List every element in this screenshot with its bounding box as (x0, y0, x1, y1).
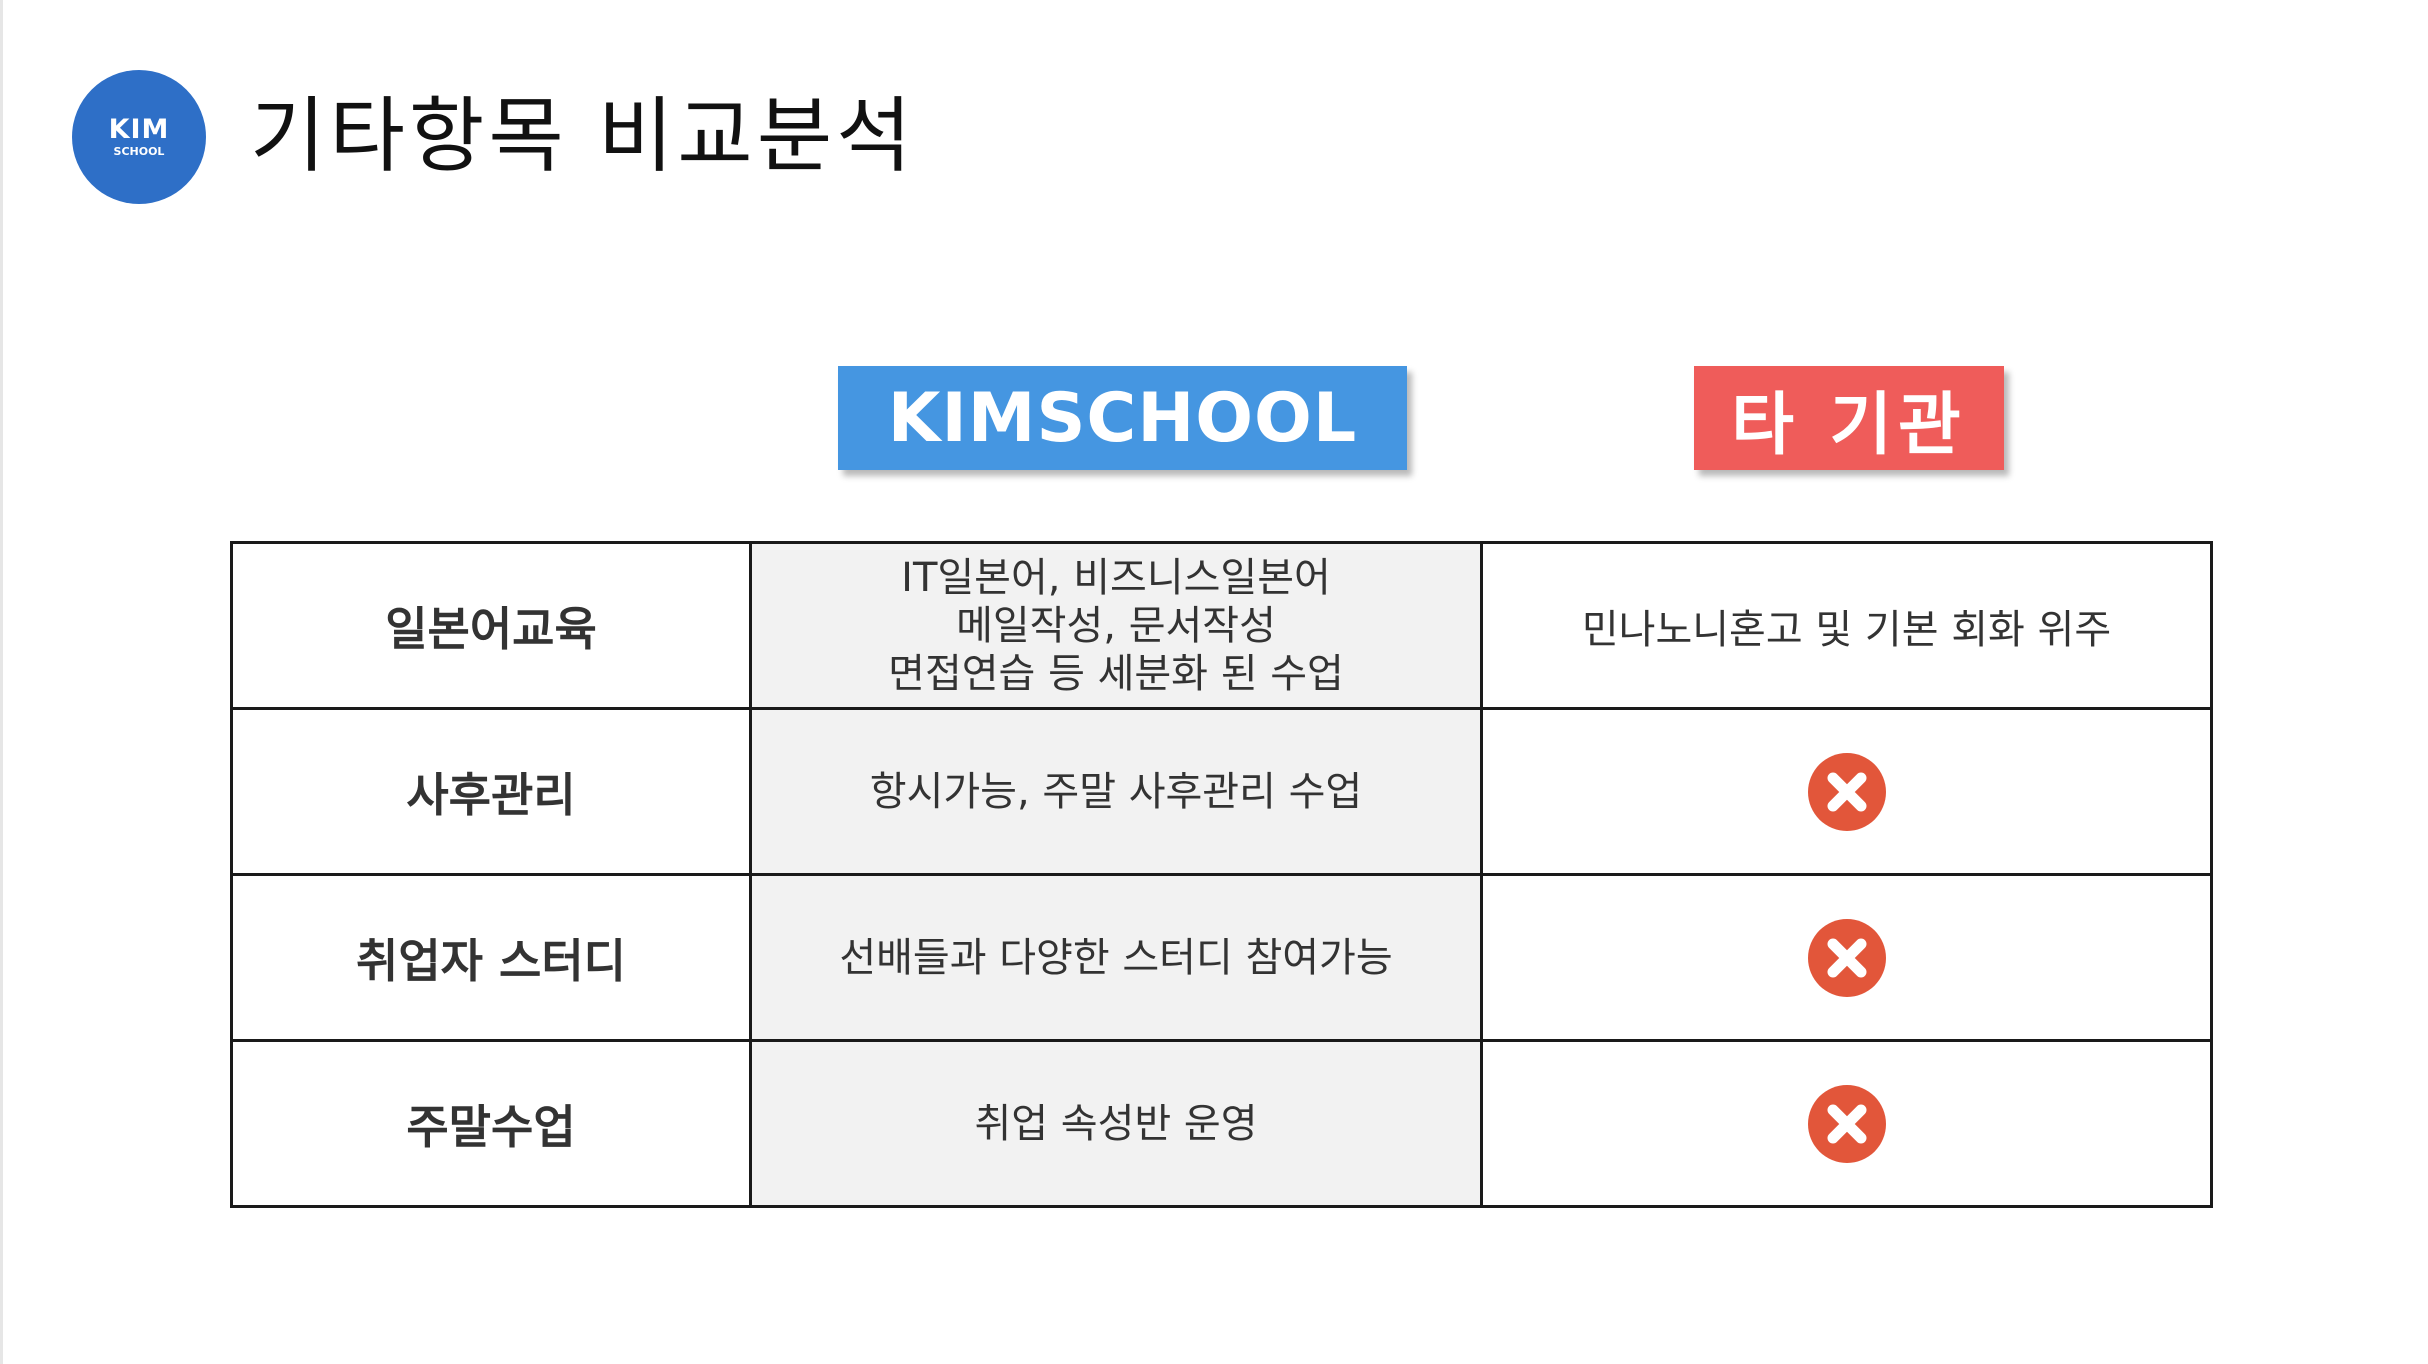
row-label: 일본어교육 (230, 541, 752, 710)
other-institution-cell (1480, 707, 2213, 876)
kimschool-cell: 선배들과 다양한 스터디 참여가능 (749, 873, 1483, 1042)
kimschool-cell-line: 면접연습 등 세분화 된 수업 (888, 650, 1344, 697)
table-row: 취업자 스터디 선배들과 다양한 스터디 참여가능 (230, 873, 2213, 1042)
kimschool-cell-line: 메일작성, 문서작성 (956, 602, 1276, 649)
kimschool-cell-line: 항시가능, 주말 사후관리 수업 (869, 768, 1363, 815)
x-circle-icon (1807, 1084, 1886, 1163)
x-circle-icon (1807, 752, 1886, 831)
logo-sub-text: SCHOOL (113, 145, 165, 158)
page-title: 기타항목 비교분석 (250, 89, 916, 184)
table-row: 사후관리 항시가능, 주말 사후관리 수업 (230, 707, 2213, 876)
row-label: 사후관리 (230, 707, 752, 876)
left-edge-divider (0, 0, 3, 1364)
kimschool-column-badge: KIMSCHOOL (838, 366, 1407, 470)
kimschool-cell-line: IT일본어, 비즈니스일본어 (901, 554, 1331, 601)
other-institution-column-badge: 타 기관 (1694, 366, 2004, 470)
comparison-table: 일본어교육 IT일본어, 비즈니스일본어 메일작성, 문서작성 면접연습 등 세… (230, 541, 2213, 1208)
other-institution-cell (1480, 1039, 2213, 1208)
other-institution-cell (1480, 873, 2213, 1042)
row-label: 취업자 스터디 (230, 873, 752, 1042)
table-row: 일본어교육 IT일본어, 비즈니스일본어 메일작성, 문서작성 면접연습 등 세… (230, 541, 2213, 710)
kimschool-cell-line: 선배들과 다양한 스터디 참여가능 (839, 934, 1393, 981)
kimschool-cell: 항시가능, 주말 사후관리 수업 (749, 707, 1483, 876)
row-label: 주말수업 (230, 1039, 752, 1208)
kimschool-cell: 취업 속성반 운영 (749, 1039, 1483, 1208)
kimschool-logo: KIM SCHOOL (72, 70, 206, 204)
kimschool-cell: IT일본어, 비즈니스일본어 메일작성, 문서작성 면접연습 등 세분화 된 수… (749, 541, 1483, 710)
logo-main-text: KIM (108, 114, 170, 145)
other-institution-cell: 민나노니혼고 및 기본 회화 위주 (1480, 541, 2213, 710)
x-circle-icon (1807, 918, 1886, 997)
table-row: 주말수업 취업 속성반 운영 (230, 1039, 2213, 1208)
kimschool-cell-line: 취업 속성반 운영 (974, 1100, 1258, 1147)
